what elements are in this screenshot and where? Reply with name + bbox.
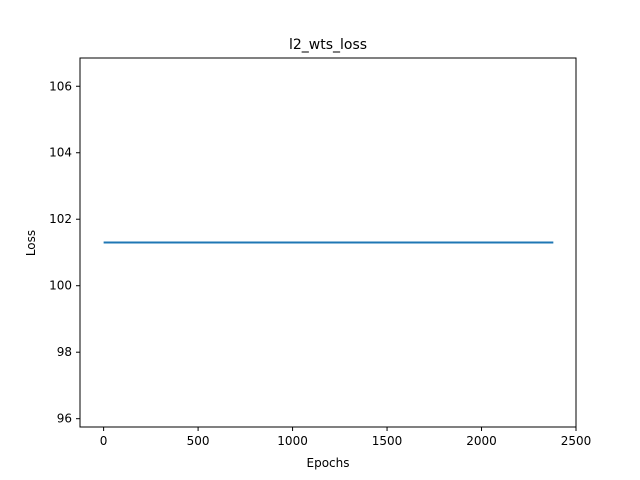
x-tick-label: 0 (100, 434, 108, 448)
y-tick-label: 102 (49, 212, 72, 226)
plot-frame (79, 57, 577, 428)
x-tick-label: 500 (187, 434, 210, 448)
x-axis: 0 500 1000 1500 2000 2500 (100, 427, 591, 448)
y-axis-label: Loss (24, 230, 38, 256)
y-tick-label: 100 (49, 279, 72, 293)
y-tick-label: 104 (49, 146, 72, 160)
y-tick-label: 106 (49, 79, 72, 93)
x-axis-label: Epochs (307, 456, 350, 470)
x-tick-label: 2000 (466, 434, 497, 448)
chart-title: l2_wts_loss (289, 37, 367, 53)
y-tick-label: 98 (57, 345, 72, 359)
x-tick-label: 1000 (277, 434, 308, 448)
x-tick-label: 2500 (561, 434, 592, 448)
y-axis: 96 98 100 102 104 106 (49, 79, 80, 426)
plot-area (79, 57, 577, 428)
y-tick-label: 96 (57, 412, 72, 426)
x-tick-label: 1500 (372, 434, 403, 448)
